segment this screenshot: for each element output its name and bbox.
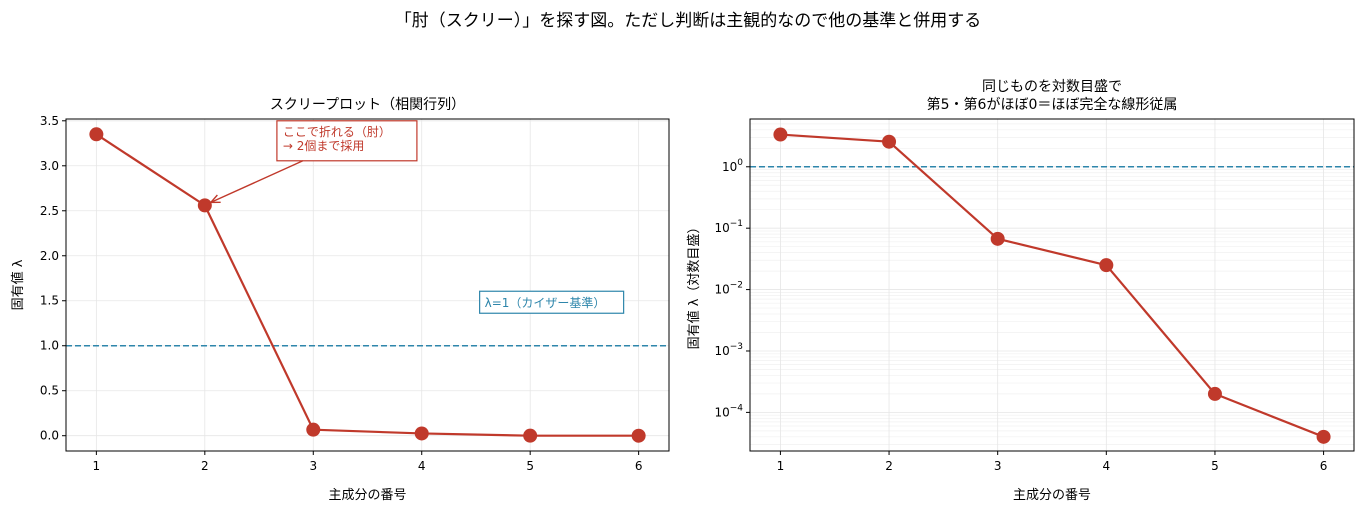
annotation-arrow-head — [209, 194, 221, 204]
y-tick-label: 2.5 — [40, 204, 59, 218]
y-tick-label: 0.5 — [40, 384, 59, 398]
annotation-box — [276, 120, 418, 162]
annotation-text-line: ここで折れる（肘） — [283, 124, 391, 139]
y-tick-label: 2.0 — [40, 249, 59, 263]
x-axis-label: 主成分の番号 — [1013, 488, 1091, 503]
y-tick-label: 10−1 — [714, 219, 743, 235]
data-point — [306, 422, 321, 437]
data-point — [89, 127, 104, 142]
y-axis-label: 固有値 λ（対数目盛） — [686, 221, 702, 350]
data-point — [197, 198, 212, 213]
y-tick-label: 3.0 — [40, 159, 59, 173]
x-tick-label: 1 — [777, 459, 785, 473]
reference-label-box — [479, 290, 625, 314]
annotation-arrow-shaft — [210, 160, 304, 204]
figure-suptitle: 「肘（スクリー）」を探す図。ただし判断は主観的なので他の基準と併用する — [395, 11, 982, 31]
data-point — [1207, 386, 1222, 401]
right-chart-scree-log: 1 2 3 4 5 6 10−4 10−3 10−2 10−1 100 同じものを対数目盛で第5・第6… — [686, 79, 1355, 503]
y-tick-label: 3.5 — [40, 114, 59, 128]
y-tick-label: 10−4 — [714, 403, 743, 419]
data-point — [1316, 429, 1331, 444]
x-tick-label: 5 — [1211, 459, 1219, 473]
x-tick-label: 2 — [201, 459, 209, 473]
x-tick-label: 6 — [1320, 459, 1328, 473]
series-line — [95, 133, 639, 437]
y-tick-label: 10−2 — [714, 281, 743, 297]
chart-title-line: 第5・第6がほぼ0＝ほぼ完全な線形従属 — [927, 96, 1178, 113]
series-line — [780, 133, 1324, 438]
axes-frame — [65, 118, 670, 452]
data-point — [882, 134, 897, 149]
x-tick-label: 6 — [635, 459, 643, 473]
data-point — [773, 127, 788, 142]
y-axis-label: 固有値 λ — [10, 259, 26, 310]
x-tick-label: 4 — [1102, 459, 1110, 473]
data-point — [523, 428, 538, 443]
y-tick-label: 100 — [722, 158, 743, 174]
x-tick-label: 3 — [309, 459, 317, 473]
data-point — [1099, 258, 1114, 273]
x-tick-label: 2 — [885, 459, 893, 473]
data-point — [990, 231, 1005, 246]
chart-title: スクリープロット（相関行列） — [270, 97, 465, 113]
reference-label: λ=1（カイザー基準） — [485, 295, 606, 310]
y-tick-label: 1.0 — [40, 339, 59, 353]
y-tick-label: 0.0 — [40, 429, 59, 443]
left-chart-scree-linear: 1 2 3 4 5 6 0.0 0.5 1.0 1.5 2.0 2.5 3.0 3.5 スクリープロット（相… — [10, 97, 670, 503]
x-axis-label: 主成分の番号 — [328, 488, 406, 503]
annotation-text-line: → 2個まで採用 — [283, 139, 365, 153]
x-tick-label: 4 — [418, 459, 426, 473]
axes-frame — [749, 118, 1355, 452]
data-point — [414, 426, 429, 441]
y-tick-label: 1.5 — [40, 294, 59, 308]
data-point — [631, 428, 646, 443]
chart-title-line: 同じものを対数目盛で — [982, 79, 1122, 95]
x-tick-label: 3 — [994, 459, 1002, 473]
x-tick-label: 1 — [93, 459, 101, 473]
y-tick-label: 10−3 — [714, 342, 743, 358]
x-tick-label: 5 — [526, 459, 534, 473]
